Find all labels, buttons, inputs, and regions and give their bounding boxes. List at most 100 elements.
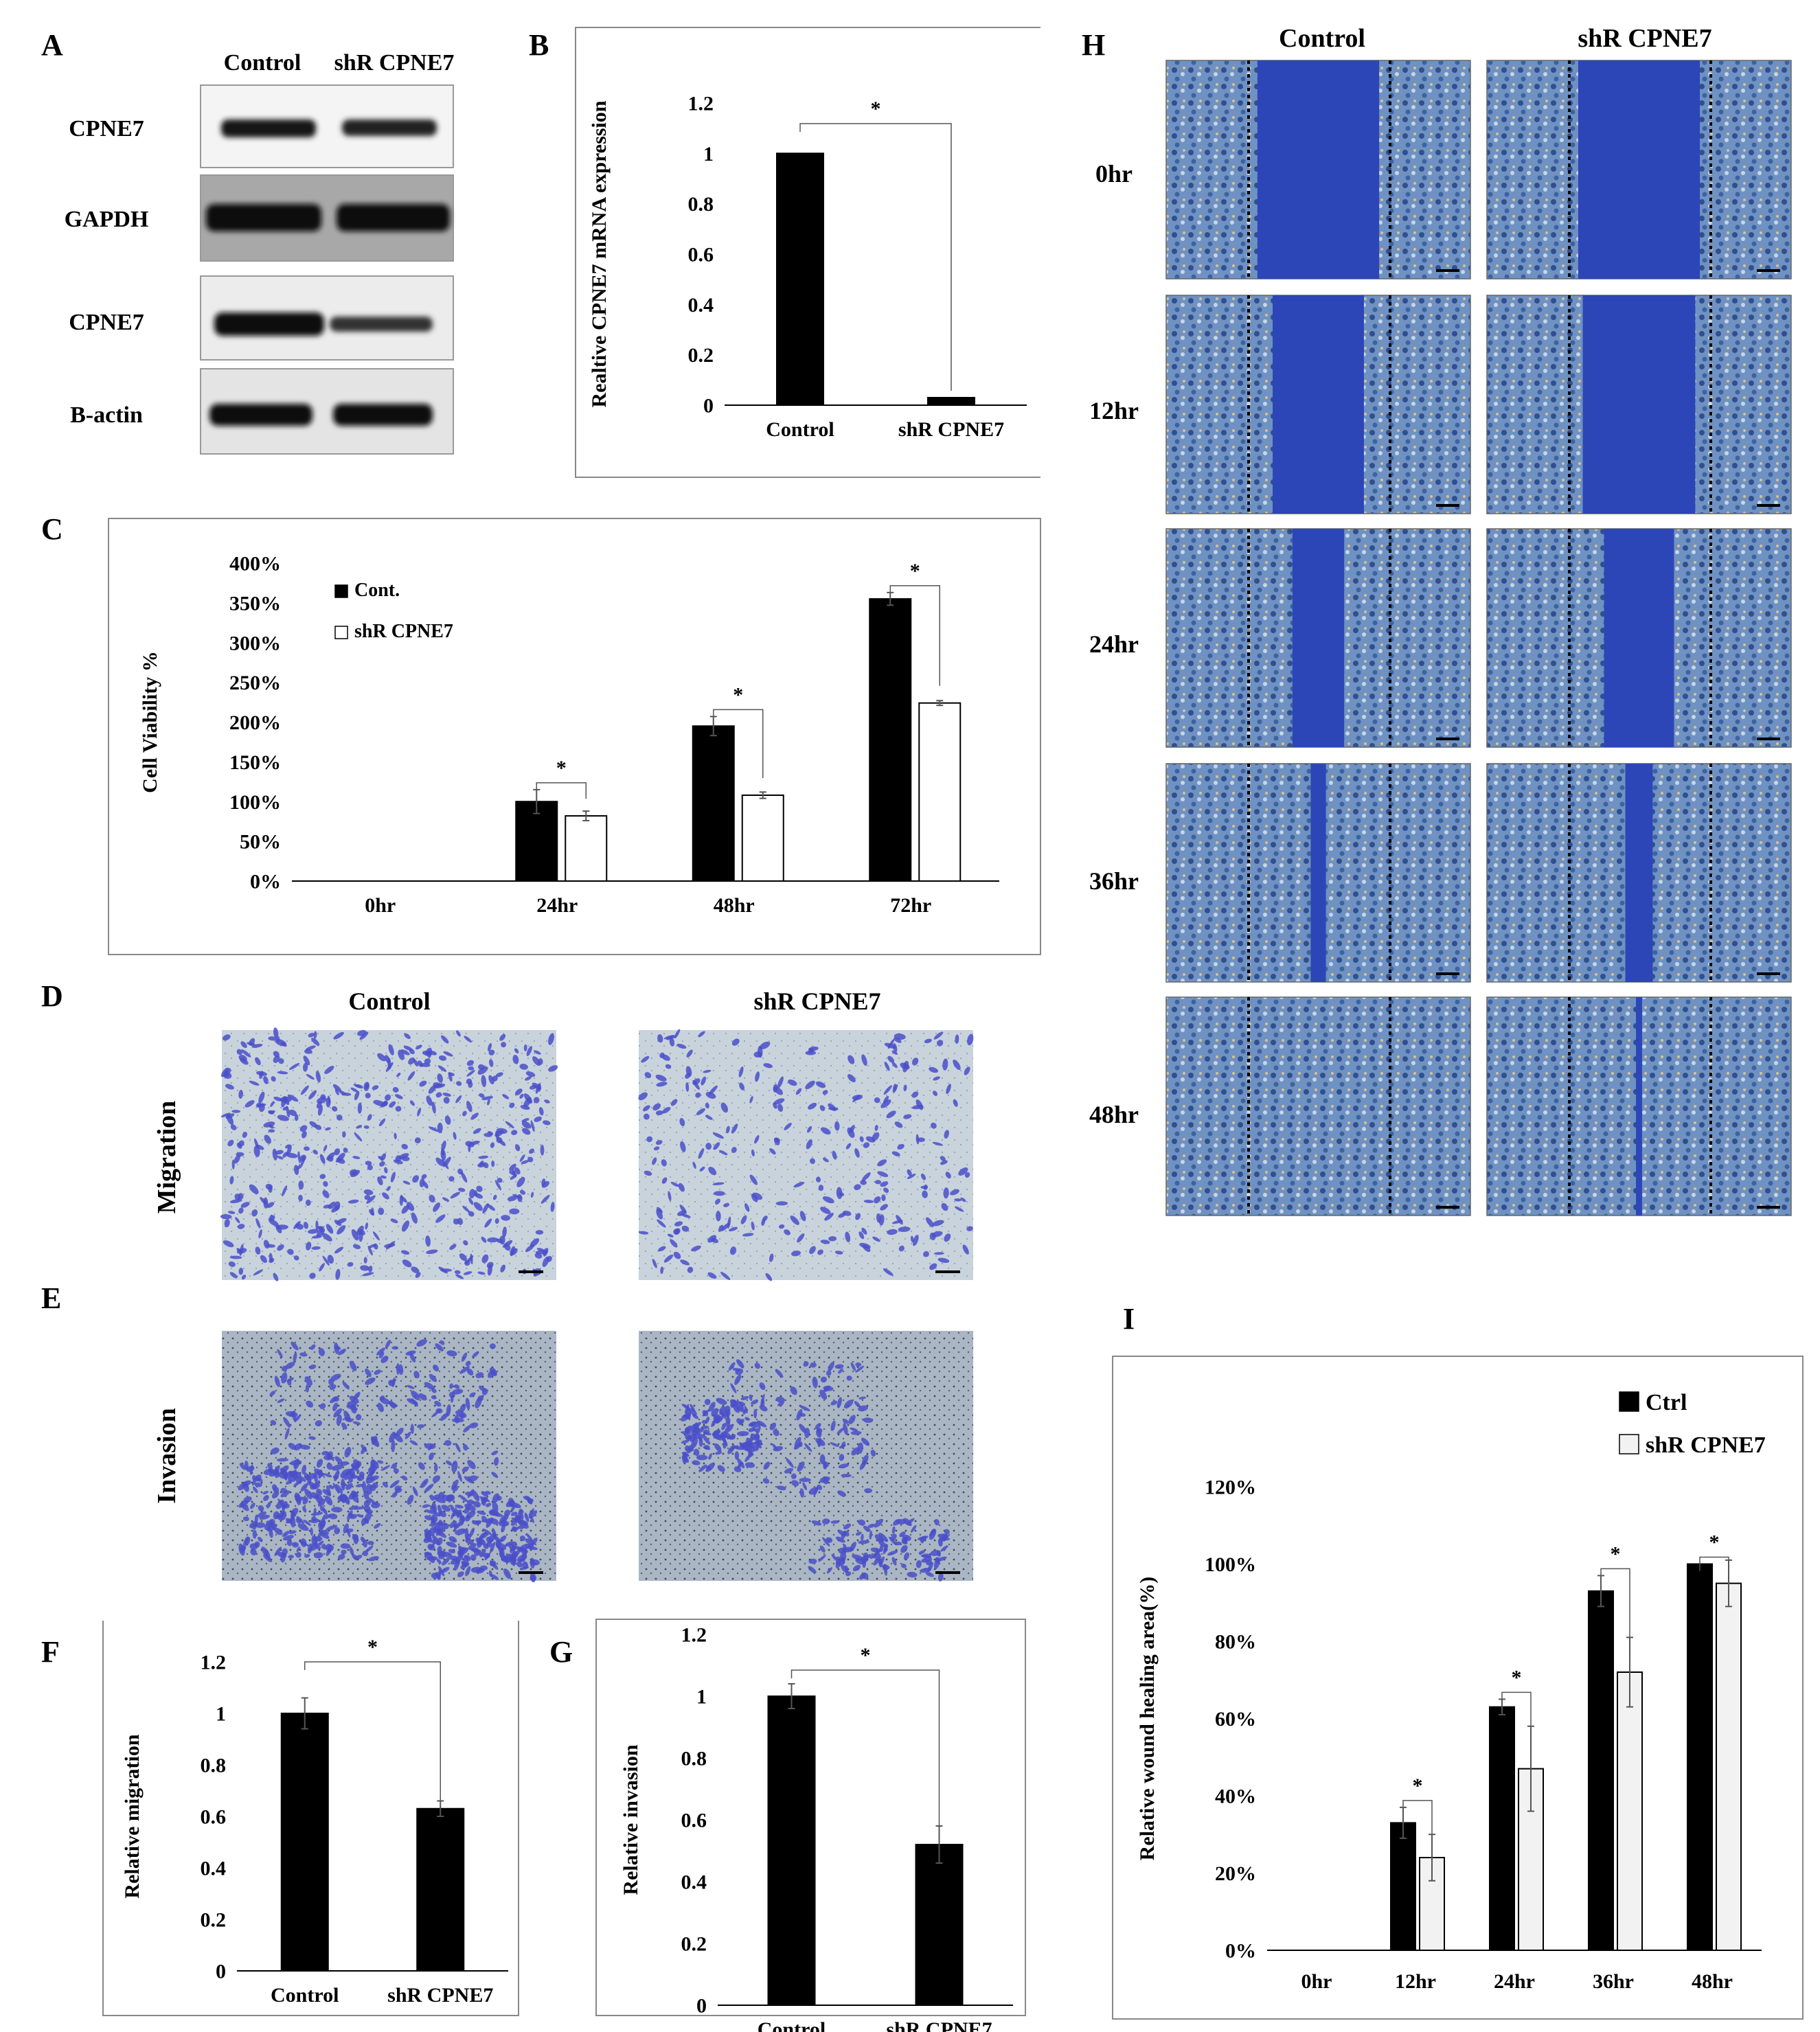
stained-cell [467,1499,474,1506]
stained-cell [288,1555,294,1559]
stained-cell [437,1566,445,1577]
stained-cell [500,1264,506,1272]
stained-cell [442,1557,450,1566]
stained-cell [784,1122,792,1130]
bar-shr-cpne7 [1617,1671,1643,1951]
stained-cell [854,1401,861,1408]
stained-cell [954,1206,964,1212]
stained-cell [310,1483,320,1490]
stained-cell [244,1460,249,1470]
stained-cell [319,1472,326,1477]
stained-cell [294,1415,301,1422]
stained-cell [761,1218,766,1226]
stained-cell [242,1132,248,1138]
wound-gap [1292,529,1345,747]
stained-cell [845,1231,851,1243]
stained-cell [273,1051,280,1058]
stained-cell [754,1441,762,1449]
stained-cell [754,1134,760,1144]
stained-cell [940,1156,946,1161]
stained-cell [331,1205,340,1213]
stained-cell [377,1176,383,1185]
stained-cell [657,1219,666,1228]
stained-cell [334,1088,339,1095]
stained-cell [368,1556,379,1562]
stained-cell [295,1518,301,1525]
stained-cell [290,1411,296,1417]
stained-cell [874,1125,878,1131]
stained-cell [448,1494,453,1503]
stained-cell [477,1271,486,1275]
stained-cell [277,1349,283,1358]
stained-cell [446,1541,457,1548]
stained-cell [466,1060,475,1066]
stained-cell [457,1187,466,1192]
stained-cell [681,1413,691,1422]
stained-cell [349,1360,357,1371]
stained-cell [815,1423,821,1430]
stained-cell [937,1538,943,1547]
stained-cell [900,1544,908,1553]
stained-cell [509,1102,515,1108]
stained-cell [902,1518,912,1527]
stained-cell [367,1246,373,1256]
blot-row-label-b-actin: B-actin [70,402,143,428]
stained-cell [943,1187,949,1199]
stained-cell [429,1194,435,1203]
stained-cell [280,1511,287,1521]
bar-ctrl [1687,1563,1713,1951]
stained-cell [492,1194,497,1200]
wound-gap [1273,295,1364,514]
stained-cell [286,1152,298,1158]
stained-cell [348,1199,359,1204]
stained-cell [268,1110,275,1114]
stained-cell [863,1552,869,1560]
stained-cell [534,1253,543,1259]
stained-cell [775,1201,788,1206]
stained-cell [256,1145,264,1150]
stained-cell [367,1114,372,1121]
stained-cell [454,1270,461,1275]
stained-cell [477,1510,486,1516]
stained-cell [525,1533,533,1542]
stained-cell [810,1362,817,1368]
stained-cell [455,1442,461,1452]
panel-c-frame [108,518,1041,955]
stained-cell [473,1128,481,1134]
stained-cell [837,1428,844,1435]
x-tick-label: shR CPNE7 [387,1984,493,2007]
stained-cell [499,1034,506,1041]
stained-cell [720,1272,731,1280]
stained-cell [429,1452,434,1461]
stained-cell [867,1523,876,1528]
stained-cell [306,1074,315,1080]
stained-cell [920,1185,929,1189]
stained-cell [749,1436,753,1445]
stained-cell [874,1180,882,1185]
stained-cell [487,1237,499,1243]
stained-cell [751,1221,755,1231]
stained-cell [955,1034,959,1044]
stained-cell [769,1148,776,1155]
stained-cell [352,1421,361,1425]
stained-cell [870,1449,876,1457]
stained-cell [424,1551,429,1559]
stained-cell [843,1419,849,1424]
stained-cell [491,1450,499,1456]
stained-cell [894,1121,903,1128]
stained-cell [519,1558,525,1562]
stained-cell [305,1384,310,1393]
stained-cell [330,1396,338,1404]
stained-cell [401,1475,408,1481]
stained-cell [297,1151,301,1164]
stained-cell [679,1118,685,1127]
bar-shr-cpne7 [1716,1582,1742,1951]
stained-cell [526,1046,532,1056]
stained-cell [326,1452,334,1461]
stained-cell [530,1238,540,1247]
stained-cell [449,1244,457,1251]
stained-cell [238,1054,247,1062]
stained-cell [394,1094,403,1099]
stained-cell [384,1167,388,1174]
stained-cell [707,1272,717,1279]
